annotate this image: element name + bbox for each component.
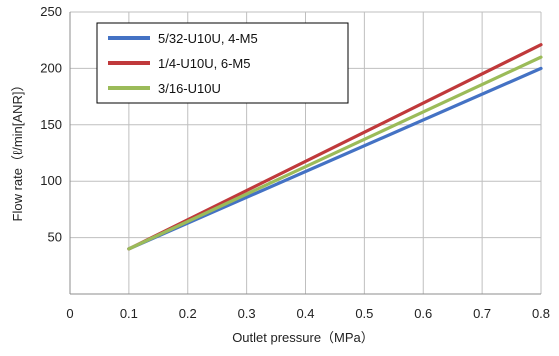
x-tick-label: 0.6 [414, 306, 432, 321]
x-tick-label: 0.7 [473, 306, 491, 321]
series-line [127, 43, 543, 251]
y-tick-label: 50 [48, 230, 62, 245]
x-tick-label: 0 [66, 306, 73, 321]
x-tick-label: 0.8 [532, 306, 550, 321]
x-tick-label: 0.4 [296, 306, 314, 321]
legend-entry-label: 1/4-U10U, 6-M5 [158, 56, 250, 71]
x-tick-label: 0.5 [355, 306, 373, 321]
x-tick-label: 0.2 [179, 306, 197, 321]
y-tick-label: 250 [40, 4, 62, 19]
x-tick-label: 0.3 [238, 306, 256, 321]
y-tick-label: 150 [40, 117, 62, 132]
x-axis-label: Outlet pressure（MPa） [232, 330, 374, 345]
legend-entry-label: 3/16-U10U [158, 81, 221, 96]
legend: 5/32-U10U, 4-M5 1/4-U10U, 6-M5 3/16-U10U [96, 22, 349, 104]
tick-labels: 0 0.1 0.2 0.3 0.4 0.5 0.6 0.7 0.8 50 100 150 200 250 [40, 4, 550, 321]
series-lines [127, 43, 543, 251]
y-tick-label: 200 [40, 60, 62, 75]
legend-entry-label: 5/32-U10U, 4-M5 [158, 31, 258, 46]
axes [69, 12, 541, 295]
series-line [127, 66, 543, 251]
series-line [127, 55, 543, 251]
y-axis-label: Flow rate（ℓ/min[ANR]） [10, 79, 25, 222]
x-tick-label: 0.1 [120, 306, 138, 321]
y-tick-label: 100 [40, 173, 62, 188]
